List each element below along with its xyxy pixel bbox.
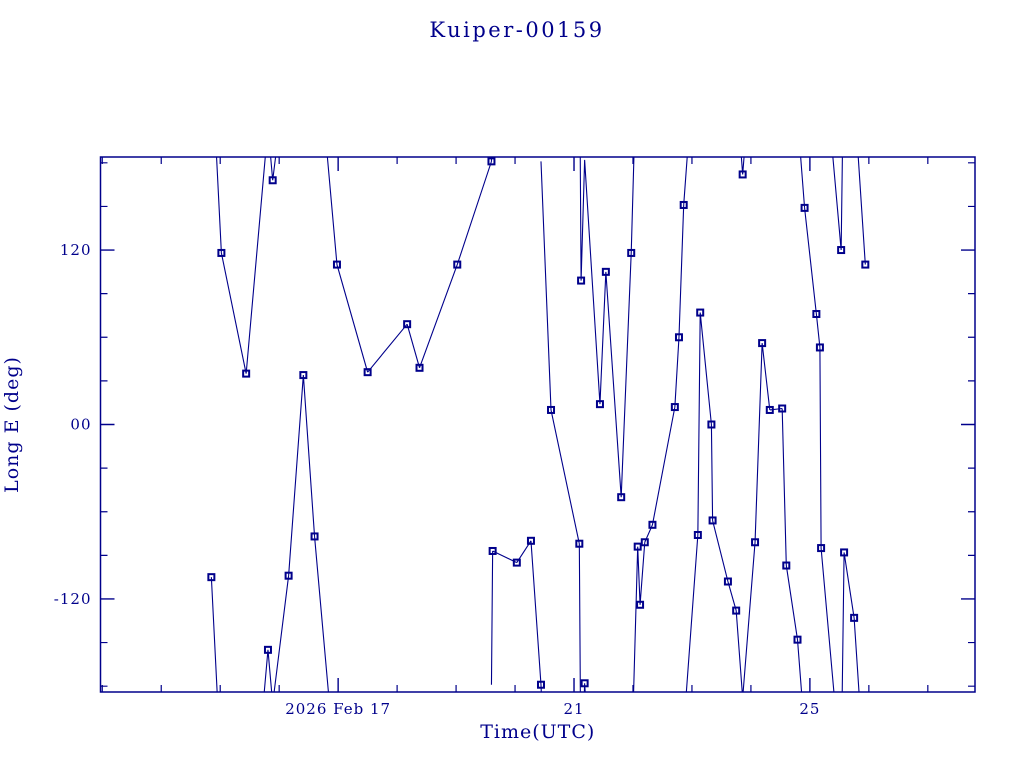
data-point: [299, 371, 308, 380]
data-point: [487, 157, 496, 166]
data-point: [268, 176, 277, 185]
data-point: [758, 339, 767, 348]
data-point: [633, 542, 642, 551]
y-tick-label: 120: [60, 241, 92, 259]
data-point: [674, 333, 683, 342]
data-point: [575, 539, 584, 548]
data-point: [207, 573, 216, 582]
data-point: [679, 200, 688, 209]
data-point: [512, 558, 521, 567]
data-point: [284, 571, 293, 580]
y-axis-label: Long E (deg): [1, 356, 23, 493]
data-point: [751, 538, 760, 547]
data-point: [488, 546, 497, 555]
data-point: [577, 276, 586, 285]
data-point: [800, 203, 809, 212]
data-point: [861, 260, 870, 269]
x-tick-label: 2026 Feb 17: [285, 700, 391, 718]
data-point: [536, 680, 545, 689]
data-point: [850, 613, 859, 622]
data-point: [242, 369, 251, 378]
data-point: [765, 405, 774, 414]
data-point: [708, 516, 717, 525]
data-point: [217, 248, 226, 257]
data-point: [732, 606, 741, 615]
data-point: [617, 493, 626, 502]
data-point: [640, 538, 649, 547]
data-point: [627, 248, 636, 257]
data-point: [670, 403, 679, 412]
x-tick-label: 25: [799, 700, 820, 718]
data-point: [415, 363, 424, 372]
data-point: [332, 260, 341, 269]
data-point: [812, 310, 821, 319]
data-markers: [207, 157, 870, 689]
data-point: [601, 267, 610, 276]
data-point: [648, 520, 657, 529]
data-point: [693, 530, 702, 539]
data-point: [696, 308, 705, 317]
data-point: [793, 635, 802, 644]
data-point: [363, 368, 372, 377]
x-tick-label: 21: [563, 700, 584, 718]
data-point: [595, 400, 604, 409]
data-point: [837, 246, 846, 255]
data-point: [782, 561, 791, 570]
data-point: [738, 170, 747, 179]
data-point: [723, 577, 732, 586]
y-tick-label: -120: [54, 590, 92, 608]
data-point: [263, 645, 272, 654]
data-point: [815, 343, 824, 352]
major-ticks: [100, 157, 975, 692]
data-line: [210, 157, 866, 692]
y-tick-label: 00: [70, 416, 91, 434]
data-point: [840, 548, 849, 557]
data-point: [547, 405, 556, 414]
minor-ticks: [100, 157, 975, 692]
data-point: [707, 420, 716, 429]
plot-frame: [99, 156, 976, 693]
data-point: [580, 679, 589, 688]
data-point: [310, 532, 319, 541]
data-point: [778, 404, 787, 413]
data-point: [817, 544, 826, 553]
data-point: [526, 536, 535, 545]
data-point: [453, 260, 462, 269]
chart-title: Kuiper-00159: [429, 18, 604, 42]
data-point: [636, 600, 645, 609]
x-axis-label: Time(UTC): [480, 721, 595, 743]
data-point: [403, 320, 412, 329]
